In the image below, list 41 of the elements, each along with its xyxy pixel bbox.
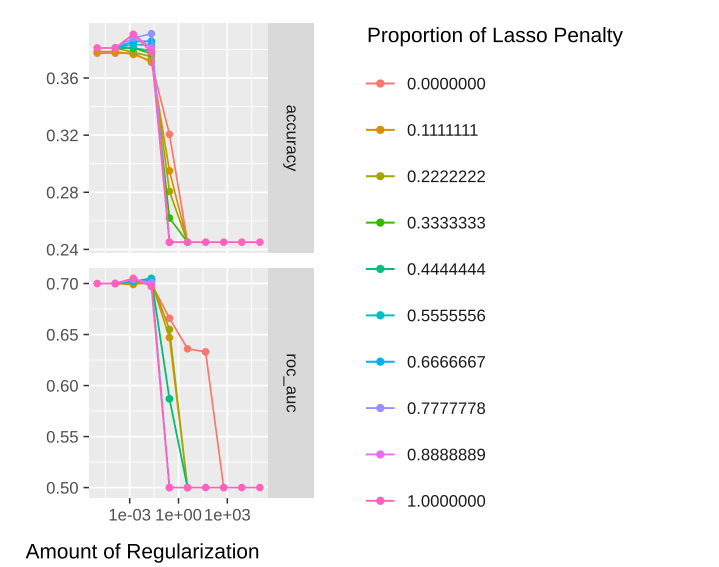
point [166, 314, 174, 322]
point [238, 238, 246, 246]
x-tick-label: 1e+03 [205, 508, 250, 521]
point [148, 30, 156, 38]
legend-label: 0.0000000 [408, 78, 486, 90]
legend-label: 0.2222222 [408, 170, 485, 182]
y-tick-label: 0.24 [46, 244, 78, 256]
y-tick-label: 0.60 [46, 380, 78, 392]
y-tick-label: 0.36 [46, 72, 78, 84]
y-tick-label: 0.65 [46, 328, 78, 341]
x-tick-label: 1e-03 [110, 508, 150, 521]
legend-title: Proportion of Lasso Penalty [368, 27, 623, 46]
x-axis-title: Amount of Regularization [26, 543, 258, 563]
legend-label: 1.0000000 [408, 495, 486, 507]
point [166, 326, 174, 334]
point [93, 44, 101, 52]
y-tick-label: 0.32 [46, 130, 78, 142]
point [238, 484, 246, 492]
legend-label: 0.6666667 [408, 356, 485, 368]
x-tick-label: 1e+00 [156, 508, 202, 521]
legend-label: 0.1111111 [408, 124, 478, 136]
y-tick-label: 0.50 [46, 482, 78, 494]
y-tick-label: 0.70 [46, 278, 78, 290]
legend-label: 0.4444444 [408, 263, 486, 275]
point [202, 348, 210, 356]
legend-label: 0.8888889 [408, 448, 485, 460]
y-tick-label: 0.28 [46, 186, 78, 198]
text: roc_auc [283, 354, 296, 412]
point [166, 130, 174, 138]
legend-label: 0.5555556 [408, 310, 486, 322]
text: accuracy [283, 105, 296, 172]
legend-label: 0.3333333 [408, 216, 486, 229]
point [220, 238, 228, 246]
point [256, 238, 264, 246]
y-tick-label: 0.55 [46, 430, 78, 443]
point [184, 344, 192, 353]
point [202, 484, 210, 492]
point [93, 280, 101, 288]
point [256, 484, 264, 492]
legend-label: 0.7777778 [408, 402, 486, 414]
point [202, 238, 210, 246]
